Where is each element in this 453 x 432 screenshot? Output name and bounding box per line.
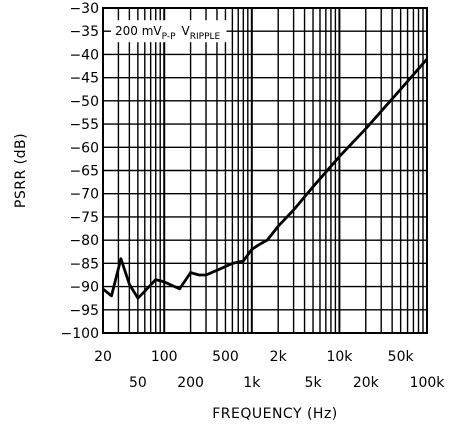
annotation-background — [111, 20, 227, 43]
y-tick-label: −45 — [69, 71, 99, 87]
x-axis-title: FREQUENCY (Hz) — [212, 406, 338, 422]
y-tick-label: −100 — [61, 326, 99, 342]
y-tick-label: −65 — [69, 164, 99, 180]
x-tick-label: 100k — [410, 375, 446, 391]
x-tick-label: 50 — [129, 375, 147, 391]
x-tick-label: 10k — [326, 349, 353, 365]
x-tick-label: 20 — [94, 349, 112, 365]
x-tick-label: 20k — [353, 375, 380, 391]
plot-frame — [102, 7, 428, 334]
x-tick-label: 200 — [177, 375, 204, 391]
y-tick-label: −55 — [69, 117, 99, 133]
annotation-label2: V — [182, 24, 191, 38]
x-tick-label: 500 — [212, 349, 239, 365]
annotation-sub2: RIPPLE — [190, 32, 221, 42]
annotation-main: 200 mV — [115, 24, 162, 38]
y-tick-label: −95 — [69, 303, 99, 319]
y-tick-label: −75 — [69, 210, 99, 226]
psrr-curve — [102, 58, 429, 300]
annotation-sub1: P-P — [162, 32, 176, 42]
y-tick-label: −85 — [69, 256, 99, 272]
x-tick-label: 50k — [388, 349, 415, 365]
y-tick-label: −80 — [69, 233, 99, 249]
x-tick-labels: 20 100 500 2k 10k 50k 50 200 1k 5k 20k 100k — [94, 349, 445, 391]
x-tick-label: 2k — [270, 349, 288, 365]
y-tick-label: −40 — [69, 47, 99, 63]
y-tick-labels: −30 −35 −40 −45 −50 −55 −60 −65 −70 −75 −80 −85 −90 −… — [61, 1, 99, 342]
series-layer — [102, 58, 429, 300]
y-tick-label: −60 — [69, 140, 99, 156]
y-tick-label: −90 — [69, 280, 99, 296]
y-tick-label: −50 — [69, 94, 99, 110]
y-tick-label: −30 — [69, 1, 99, 17]
y-tick-label: −35 — [69, 24, 99, 40]
ripple-annotation: 200 mVP-P VRIPPLE — [111, 20, 227, 43]
x-tick-label: 1k — [243, 375, 261, 391]
y-tick-label: −70 — [69, 187, 99, 203]
grid — [103, 7, 427, 334]
x-tick-label: 100 — [151, 349, 178, 365]
annotation-text: 200 mVP-P VRIPPLE — [115, 24, 221, 42]
y-axis-title: PSRR (dB) — [13, 133, 29, 208]
x-tick-label: 5k — [305, 375, 323, 391]
